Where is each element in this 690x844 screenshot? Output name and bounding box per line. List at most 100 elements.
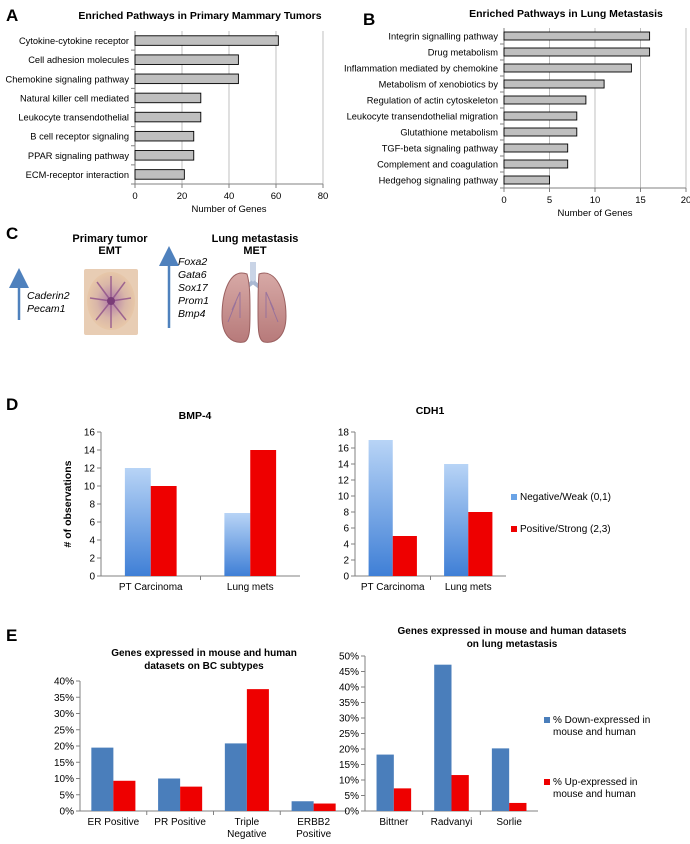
x-tick-label: 40 — [224, 191, 235, 202]
x-tick-label: 0 — [132, 191, 137, 202]
category-label: Cell adhesion molecules — [28, 55, 129, 65]
bar — [376, 754, 394, 811]
category-label: PT Carcinoma — [119, 582, 183, 593]
legend-label: Positive/Strong (2,3) — [520, 524, 611, 535]
x-tick-label: 20 — [177, 191, 188, 202]
panel-label-c: C — [6, 224, 19, 243]
category-label: Positive — [296, 829, 331, 840]
legend-label: mouse and human — [553, 727, 636, 738]
bar — [291, 801, 314, 811]
gene-label: Gata6 — [178, 269, 207, 281]
bar — [134, 35, 279, 46]
category-label: ERBB2 — [297, 817, 330, 828]
bar — [468, 512, 493, 576]
category-label: Regulation of actin cytoskeleton — [367, 96, 498, 106]
bar — [113, 780, 136, 811]
bar — [503, 127, 578, 137]
y-tick-label: 25% — [54, 725, 74, 736]
primary-tumor-title: Primary tumor — [72, 233, 148, 245]
x-axis-label: Number of Genes — [558, 208, 633, 219]
y-tick-label: 30% — [54, 709, 74, 720]
category-label: Sorlie — [496, 817, 522, 828]
y-tick-label: 2 — [89, 554, 95, 565]
panel-label-b: B — [363, 10, 376, 29]
y-tick-label: 10 — [84, 482, 96, 493]
bar — [451, 775, 469, 811]
x-tick-label: 80 — [318, 191, 329, 202]
bar — [134, 111, 202, 123]
category-label: B cell receptor signaling — [30, 132, 129, 142]
y-tick-label: 30% — [339, 714, 359, 725]
chart-title: Genes expressed in mouse and human datas… — [398, 626, 627, 637]
gene-label: Pecam1 — [27, 303, 66, 315]
chart-title: on lung metastasis — [467, 639, 558, 650]
y-tick-label: 10% — [339, 776, 359, 787]
primary-tumor-emt: EMT — [98, 245, 122, 257]
chart-title: CDH1 — [416, 405, 445, 417]
y-tick-label: 4 — [343, 540, 349, 551]
category-label: Chemokine signaling pathway — [5, 74, 129, 84]
category-label: Integrin signalling pathway — [388, 32, 498, 42]
legend-label: mouse and human — [553, 789, 636, 800]
x-tick-label: 20 — [681, 195, 690, 206]
y-tick-label: 8 — [343, 508, 349, 519]
bar — [503, 159, 569, 169]
y-tick-label: 10 — [338, 492, 350, 503]
bar — [134, 150, 195, 161]
y-tick-label: 14 — [338, 460, 350, 471]
bar — [491, 748, 510, 811]
gene-label: Foxa2 — [178, 256, 208, 268]
y-tick-label: 25% — [339, 729, 359, 740]
y-tick-label: 12 — [338, 476, 350, 487]
bar — [503, 79, 605, 89]
category-label: Complement and coagulation — [377, 160, 498, 170]
legend-swatch — [511, 494, 517, 500]
bar — [444, 464, 469, 576]
bar — [124, 468, 151, 576]
y-tick-label: 40% — [339, 683, 359, 694]
category-label: Cytokine-cytokine receptor — [19, 36, 129, 46]
x-tick-label: 60 — [271, 191, 282, 202]
bar — [246, 689, 269, 811]
y-tick-label: 4 — [89, 536, 95, 547]
y-tick-label: 14 — [84, 446, 96, 457]
y-tick-label: 0 — [343, 572, 349, 583]
bar — [180, 786, 203, 811]
bar — [503, 47, 651, 57]
y-tick-label: 15% — [339, 760, 359, 771]
legend-swatch — [511, 526, 517, 532]
bar — [503, 175, 550, 185]
category-label: Triple — [235, 817, 260, 828]
category-label: Natural killer cell mediated — [20, 93, 129, 103]
x-tick-label: 5 — [547, 195, 552, 206]
category-label: Leukocyte transendothelial — [18, 113, 129, 123]
bar — [392, 536, 417, 576]
lung-metastasis-title: Lung metastasis — [211, 233, 299, 245]
bar — [134, 73, 239, 85]
y-tick-label: 40% — [54, 677, 74, 688]
gene-label: Sox17 — [178, 282, 208, 294]
category-label: Drug metabolism — [428, 48, 499, 58]
y-tick-label: 8 — [89, 500, 95, 511]
bar — [158, 778, 181, 811]
bar — [224, 513, 251, 576]
category-label: ER Positive — [88, 817, 140, 828]
x-axis-label: Number of Genes — [192, 204, 267, 215]
x-tick-label: 0 — [501, 195, 506, 206]
chart-title: datasets on BC subtypes — [144, 661, 264, 672]
category-label: Bittner — [379, 817, 409, 828]
legend-label: % Down-expressed in — [553, 715, 650, 726]
y-tick-label: 50% — [339, 652, 359, 663]
gene-label: Prom1 — [178, 295, 209, 307]
bar — [134, 54, 239, 65]
primary-tumor-label: Primary tumor EMT — [50, 233, 170, 257]
legend-label: % Up-expressed in — [553, 777, 637, 788]
y-tick-label: 10% — [54, 774, 74, 785]
bar — [250, 450, 277, 576]
